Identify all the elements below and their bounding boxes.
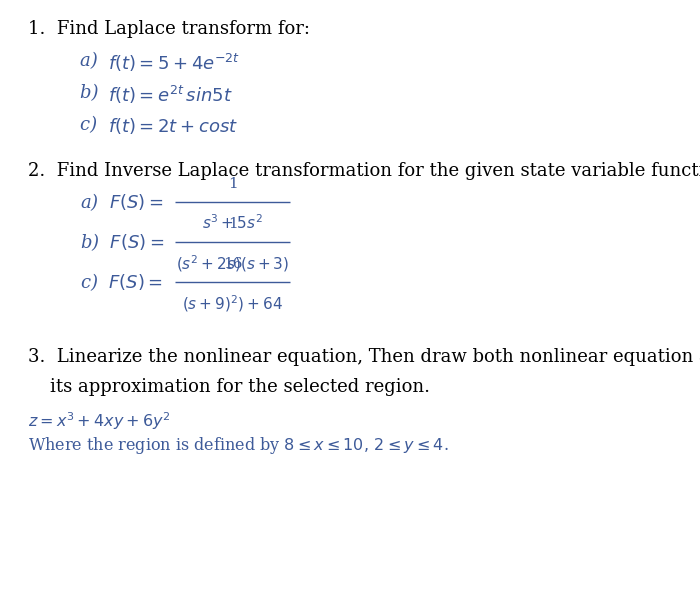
Text: 1.  Find Laplace transform for:: 1. Find Laplace transform for: (28, 20, 310, 38)
Text: 1: 1 (228, 217, 237, 231)
Text: $(s+9)^2)+64$: $(s+9)^2)+64$ (182, 293, 283, 314)
Text: its approximation for the selected region.: its approximation for the selected regio… (50, 378, 430, 396)
Text: b)  $F(S) = $: b) $F(S) = $ (80, 231, 164, 253)
Text: $z = x^3 + 4xy + 6y^2$: $z = x^3 + 4xy + 6y^2$ (28, 410, 171, 432)
Text: 1: 1 (228, 177, 237, 191)
Text: $s^3+5s^2$: $s^3+5s^2$ (202, 213, 262, 232)
Text: $f(t) = 5 + 4e^{-2t}$: $f(t) = 5 + 4e^{-2t}$ (108, 52, 240, 74)
Text: c): c) (80, 116, 108, 134)
Text: 3.  Linearize the nonlinear equation, Then draw both nonlinear equation and: 3. Linearize the nonlinear equation, The… (28, 348, 700, 366)
Text: a): a) (80, 52, 109, 70)
Text: 2.  Find Inverse Laplace transformation for the given state variable functions:: 2. Find Inverse Laplace transformation f… (28, 162, 700, 180)
Text: $(s^2+2s)(s+3)$: $(s^2+2s)(s+3)$ (176, 253, 289, 274)
Text: $f(t) = e^{2t}\,sin5t$: $f(t) = e^{2t}\,sin5t$ (108, 84, 232, 106)
Text: 16: 16 (223, 257, 242, 271)
Text: c)  $F(S) = $: c) $F(S) = $ (80, 271, 163, 293)
Text: $f(t) = 2t + cost$: $f(t) = 2t + cost$ (108, 116, 238, 136)
Text: a)  $F(S) = $: a) $F(S) = $ (80, 191, 164, 213)
Text: Where the region is defined by $8 \leq x \leq 10,\, 2 \leq y \leq 4$.: Where the region is defined by $8 \leq x… (28, 435, 449, 456)
Text: b): b) (80, 84, 110, 102)
